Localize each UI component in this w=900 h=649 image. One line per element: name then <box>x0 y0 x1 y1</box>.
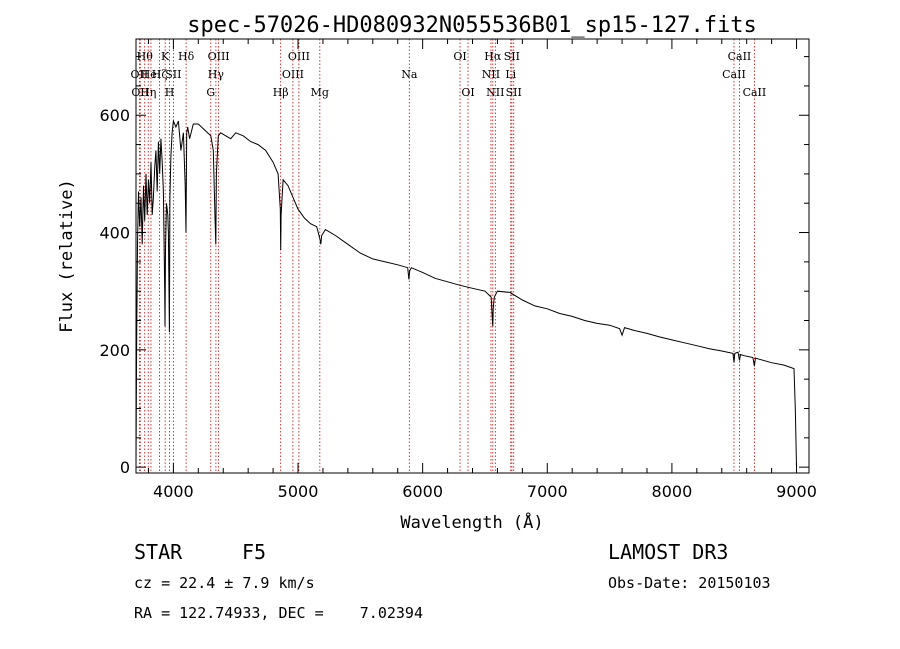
line-marker-label-4: HeI <box>141 68 161 81</box>
line-marker-label-24: SII <box>504 50 520 63</box>
line-marker-label-15: OIII <box>288 50 310 63</box>
x-tick-label-3: 7000 <box>527 482 568 501</box>
line-marker-label-8: SII <box>165 68 181 81</box>
x-axis-ticks: 4000 5000 6000 7000 8000 9000 <box>147 39 817 501</box>
line-marker-label-19: OI <box>461 86 474 99</box>
y-tick-label-3: 600 <box>99 106 130 125</box>
y-tick-label-2: 400 <box>99 224 130 243</box>
redshift: cz = 22.4 ± 7.9 km/s <box>134 574 315 592</box>
y-tick-label-0: 0 <box>120 458 130 477</box>
line-marker-label-28: CaII <box>743 86 767 99</box>
line-marker-label-11: Hγ <box>208 68 225 81</box>
line-marker-label-14: OIII <box>282 68 304 81</box>
x-tick-label-0: 4000 <box>153 482 194 501</box>
coordinates: RA = 122.74933, DEC = 7.02394 <box>134 604 423 622</box>
line-marker-label-13: Hβ <box>273 86 289 99</box>
line-marker-label-16: Mg <box>311 86 329 99</box>
subclass: F5 <box>242 540 267 564</box>
line-marker-label-12: OIII <box>208 50 230 63</box>
y-tick-label-1: 200 <box>99 341 130 360</box>
line-marker-labels: OIIOIIHθHηHeIHζKHSIIHδGHγOIIIHβOIIIOIIIM… <box>131 50 767 99</box>
survey-name: LAMOST DR3 <box>608 540 729 564</box>
line-marker-label-7: H <box>165 86 175 99</box>
spectrum-line <box>135 119 797 468</box>
x-tick-label-1: 5000 <box>278 482 319 501</box>
line-marker-label-2: Hθ <box>137 50 154 63</box>
line-marker-label-27: CaII <box>728 50 752 63</box>
x-axis-title: Wavelength (Å) <box>400 511 543 533</box>
spectrum-chart: spec-57026-HD080932N055536B01_sp15-127.f… <box>57 13 817 533</box>
line-marker-label-18: OI <box>453 50 466 63</box>
line-marker-label-21: Hα <box>484 50 502 63</box>
line-markers <box>138 39 755 473</box>
line-marker-label-6: K <box>161 50 170 63</box>
line-marker-label-25: SII <box>506 86 522 99</box>
x-tick-label-5: 9000 <box>776 482 817 501</box>
y-axis-title: Flux (relative) <box>57 179 77 333</box>
line-marker-label-9: Hδ <box>178 50 195 63</box>
line-marker-label-0: OII <box>131 68 149 81</box>
line-marker-label-22: NII <box>486 86 504 99</box>
plot-frame <box>135 38 810 474</box>
line-marker-label-26: CaII <box>722 68 746 81</box>
chart-title: spec-57026-HD080932N055536B01_sp15-127.f… <box>187 13 757 38</box>
line-marker-label-10: G <box>206 86 215 99</box>
line-marker-label-20: NII <box>482 68 500 81</box>
x-tick-label-2: 6000 <box>402 482 443 501</box>
object-class: STAR <box>134 540 183 564</box>
line-marker-label-5: Hζ <box>152 68 168 81</box>
x-tick-label-4: 8000 <box>652 482 693 501</box>
line-marker-label-23: Li <box>505 68 516 81</box>
line-marker-label-17: Na <box>401 68 418 81</box>
y-axis-ticks: 0 200 400 600 <box>99 56 809 477</box>
line-marker-label-3: Hη <box>140 86 156 99</box>
observation-date: Obs-Date: 20150103 <box>608 574 771 592</box>
